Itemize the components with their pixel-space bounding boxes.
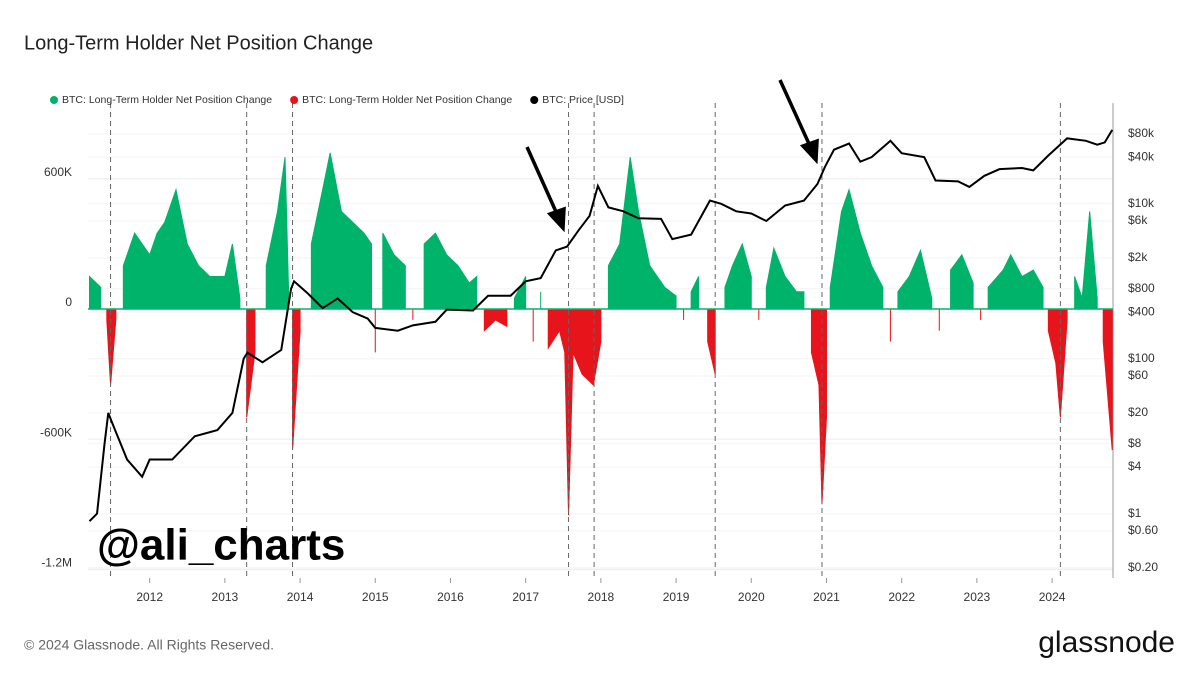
y2-tick-label: $80k <box>1128 126 1155 140</box>
arrow-head <box>546 206 566 233</box>
price-line <box>88 129 1114 522</box>
x-tick-label: 2014 <box>287 590 314 604</box>
area <box>987 253 1044 310</box>
arrow-head <box>799 138 819 165</box>
y2-tick-label: $0.20 <box>1128 560 1158 574</box>
y-tick-label: -600K <box>40 425 72 439</box>
y2-tick-label: $8 <box>1128 436 1142 450</box>
x-tick-label: 2018 <box>588 590 615 604</box>
x-tick-label: 2024 <box>1039 590 1066 604</box>
legend-label: BTC: Price [USD] <box>542 94 624 106</box>
y2-tick-label: $1 <box>1128 506 1142 520</box>
area <box>547 308 602 516</box>
y2-tick-label: $800 <box>1128 281 1155 295</box>
chart-title: Long-Term Holder Net Position Change <box>24 32 373 54</box>
x-tick-label: 2016 <box>437 590 464 604</box>
y2-tick-label: $2k <box>1128 250 1148 264</box>
y2-tick-label: $100 <box>1128 351 1155 365</box>
arrow <box>778 79 812 147</box>
y2-tick-label: $60 <box>1128 368 1148 382</box>
y-tick-label: -1.2M <box>41 555 72 569</box>
y2-tick-label: $4 <box>1128 459 1142 473</box>
x-tick-label: 2020 <box>738 590 765 604</box>
y2-tick-label: $20 <box>1128 405 1148 419</box>
area <box>310 152 373 310</box>
area <box>765 246 805 310</box>
x-tick-label: 2021 <box>813 590 840 604</box>
x-tick-label: 2012 <box>136 590 163 604</box>
watermark: @ali_charts <box>97 521 345 570</box>
y2-tick-label: $400 <box>1128 304 1155 318</box>
legend-swatch <box>530 96 539 104</box>
arrow <box>525 146 559 215</box>
footer: © 2024 Glassnode. All Rights Reserved. <box>24 637 274 653</box>
x-tick-label: 2015 <box>362 590 389 604</box>
x-tick-label: 2017 <box>512 590 539 604</box>
x-tick-label: 2023 <box>964 590 991 604</box>
legend-label: BTC: Long-Term Holder Net Position Chang… <box>62 94 272 106</box>
x-tick-label: 2019 <box>663 590 690 604</box>
arrows <box>525 79 819 233</box>
plot-area: -1.2M -600K 0 600K $0.20 $0.60 $1 $4 $8 $20 $60 $10… <box>40 94 1158 604</box>
x-tick-label: 2022 <box>888 590 915 604</box>
legend-swatch <box>290 96 299 104</box>
legend-label: BTC: Long-Term Holder Net Position Chang… <box>302 94 512 106</box>
y2-tick-label: $10k <box>1128 196 1155 210</box>
y2-tick-label: $6k <box>1128 213 1148 227</box>
y-tick-label: 0 <box>65 295 72 309</box>
y2-tick-label: $40k <box>1128 149 1155 163</box>
y-tick-label: 600K <box>44 165 72 179</box>
x-tick-label: 2013 <box>212 590 239 604</box>
y2-tick-label: $0.60 <box>1128 523 1158 537</box>
brand: glassnode <box>1038 626 1175 659</box>
legend-swatch <box>50 96 58 104</box>
area <box>122 187 241 310</box>
area <box>607 157 677 310</box>
area <box>423 232 478 310</box>
area <box>829 188 884 310</box>
